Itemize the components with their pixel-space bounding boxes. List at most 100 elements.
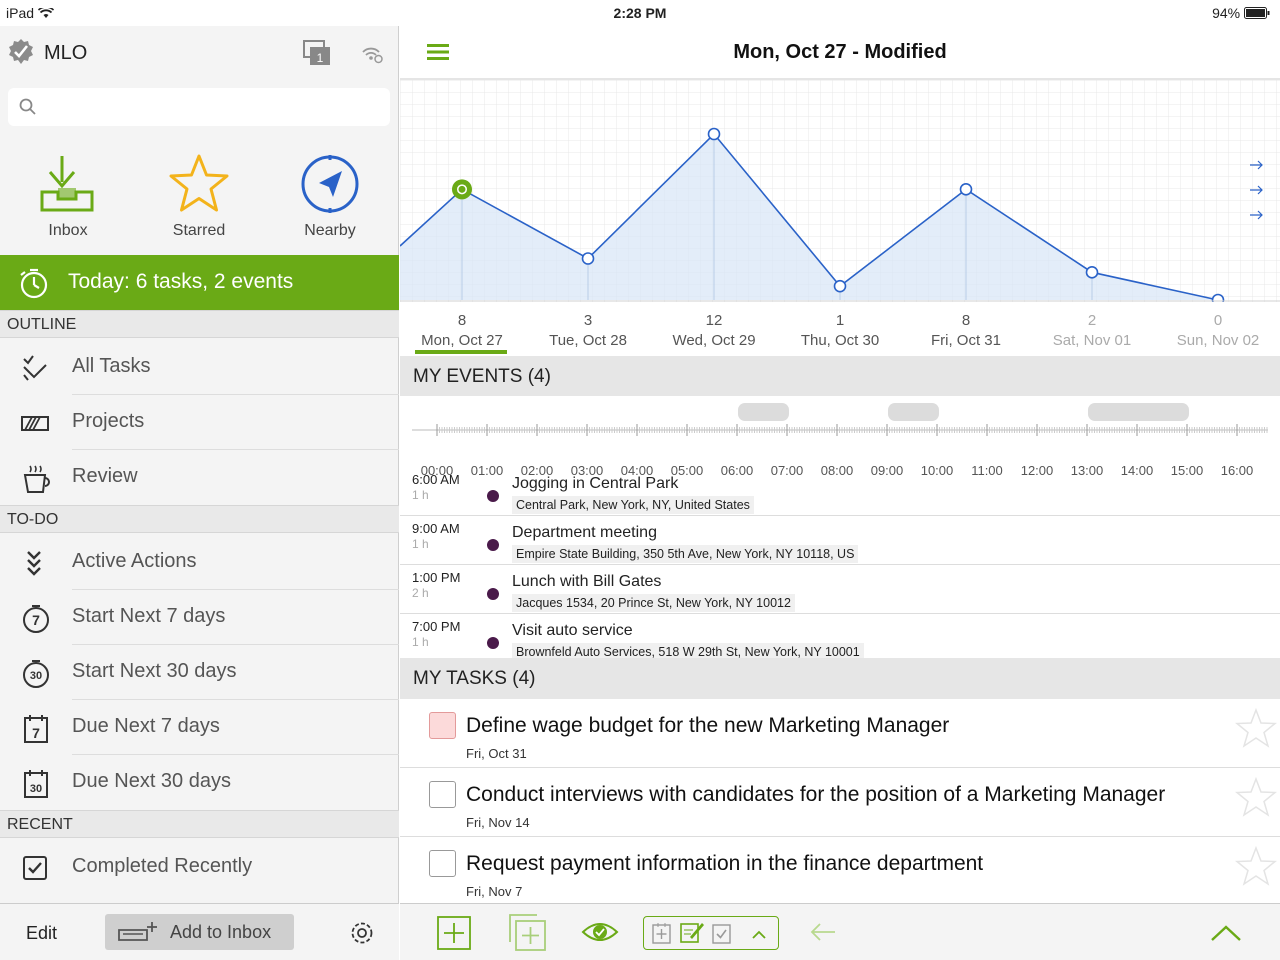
day-label[interactable]: 0 Sun, Nov 02 xyxy=(1155,312,1280,349)
tasks-header: MY TASKS (4) xyxy=(400,658,1280,699)
day-label[interactable]: 1 Thu, Oct 30 xyxy=(777,312,903,349)
day-chart[interactable] xyxy=(399,80,1280,307)
star-outline-icon[interactable] xyxy=(1234,776,1278,820)
sidebar-item-active-actions[interactable]: Active Actions xyxy=(0,535,399,590)
event-row[interactable]: 9:00 AM 1 h Department meeting Empire St… xyxy=(400,516,1280,565)
add-to-inbox-button[interactable]: Add to Inbox xyxy=(105,914,294,950)
eye-check-icon[interactable] xyxy=(581,920,619,949)
event-name: Lunch with Bill Gates xyxy=(512,573,662,590)
sidebar-item-label: Due Next 7 days xyxy=(72,715,220,737)
chevron-up-icon[interactable] xyxy=(752,927,766,945)
day-name: Tue, Oct 28 xyxy=(549,332,627,349)
day-name: Mon, Oct 27 xyxy=(421,332,503,349)
task-row[interactable]: Request payment information in the finan… xyxy=(400,837,1280,903)
add-subtask-icon[interactable] xyxy=(509,914,547,957)
chart-area xyxy=(400,134,1218,300)
complete-icon[interactable] xyxy=(712,922,732,949)
menu-icon[interactable] xyxy=(427,43,449,66)
sidebar-item-completed-recently[interactable]: Completed Recently xyxy=(0,840,399,895)
edit-note-icon[interactable] xyxy=(680,920,704,949)
chart-point[interactable] xyxy=(581,252,595,265)
search-input[interactable] xyxy=(8,88,390,126)
quick-label-nearby: Nearby xyxy=(304,222,356,239)
timeline-tick-label: 13:00 xyxy=(1070,463,1104,478)
new-item-icon[interactable] xyxy=(652,922,672,949)
quick-starred[interactable]: Starred xyxy=(139,138,259,258)
day-selected-underline xyxy=(415,350,507,354)
star-outline-icon[interactable] xyxy=(1234,707,1278,751)
task-row[interactable]: Conduct interviews with candidates for t… xyxy=(400,768,1280,837)
checkbox-checked-icon xyxy=(20,853,52,885)
stopwatch-icon xyxy=(18,267,50,305)
task-checkbox[interactable] xyxy=(429,850,456,877)
app-name: MLO xyxy=(44,42,88,64)
quick-label-starred: Starred xyxy=(172,222,226,239)
due-7-icon: 7 xyxy=(20,713,52,745)
timeline-tick-label: 16:00 xyxy=(1220,463,1254,478)
timeline-tick-label: 08:00 xyxy=(820,463,854,478)
task-actions-group[interactable] xyxy=(643,916,779,950)
chart-point[interactable] xyxy=(833,279,847,293)
event-row[interactable]: 1:00 PM 2 h Lunch with Bill Gates Jacque… xyxy=(400,565,1280,614)
quick-inbox[interactable]: Inbox xyxy=(8,138,128,258)
sidebar-item-review[interactable]: Review xyxy=(0,450,399,505)
sidebar-item-due-next-30[interactable]: 30 Due Next 30 days xyxy=(0,755,399,810)
all-tasks-icon xyxy=(20,353,52,385)
add-task-icon[interactable] xyxy=(437,916,471,955)
add-inbox-icon xyxy=(117,920,159,949)
timeline-tick-label: 01:00 xyxy=(470,463,504,478)
timeline-tick-label: 02:00 xyxy=(520,463,554,478)
svg-text:7: 7 xyxy=(32,612,40,628)
task-row[interactable]: Define wage budget for the new Marketing… xyxy=(400,699,1280,768)
event-row[interactable]: 7:00 PM 1 h Visit auto service Brownfeld… xyxy=(400,614,1280,663)
sidebar-item-start-next-30[interactable]: 30 Start Next 30 days xyxy=(0,645,399,700)
scroll-right-arrows[interactable] xyxy=(1250,160,1263,220)
quick-nearby[interactable]: Nearby xyxy=(270,138,390,258)
section-recent: RECENT xyxy=(0,810,399,838)
events-header: MY EVENTS (4) xyxy=(400,356,1280,396)
event-duration: 1 h xyxy=(412,635,429,649)
svg-text:1: 1 xyxy=(317,51,324,65)
event-name: Jogging in Central Park xyxy=(512,475,679,492)
event-location: Empire State Building, 350 5th Ave, New … xyxy=(512,545,859,563)
day-label[interactable]: 3 Tue, Oct 28 xyxy=(525,312,651,349)
sidebar-item-start-next-7[interactable]: 7 Start Next 7 days xyxy=(0,590,399,645)
event-dot xyxy=(487,490,499,502)
timeline-tick-label: 10:00 xyxy=(920,463,954,478)
chart-point[interactable] xyxy=(959,183,973,196)
sidebar-footer: Edit Add to Inbox xyxy=(0,903,399,960)
chart-point[interactable] xyxy=(1085,266,1099,279)
app-logo-icon xyxy=(7,38,35,71)
collapse-up-icon[interactable] xyxy=(1210,924,1242,947)
day-label[interactable]: 8 Mon, Oct 27 xyxy=(399,312,525,354)
svg-text:30: 30 xyxy=(30,783,42,795)
day-name: Sun, Nov 02 xyxy=(1176,332,1260,349)
chart-point[interactable] xyxy=(707,127,721,141)
day-label[interactable]: 12 Wed, Oct 29 xyxy=(651,312,777,349)
sidebar-item-all-tasks[interactable]: All Tasks xyxy=(0,340,399,395)
battery-icon xyxy=(1244,7,1270,19)
event-duration: 1 h xyxy=(412,488,429,502)
windows-icon[interactable]: 1 xyxy=(303,40,331,71)
star-outline-icon[interactable] xyxy=(1234,845,1278,889)
day-label[interactable]: 2 Sat, Nov 01 xyxy=(1029,312,1155,349)
task-checkbox[interactable] xyxy=(429,781,456,808)
day-label[interactable]: 8 Fri, Oct 31 xyxy=(903,312,1029,349)
sidebar-item-due-next-7[interactable]: 7 Due Next 7 days xyxy=(0,700,399,755)
task-checkbox[interactable] xyxy=(429,712,456,739)
today-summary[interactable]: Today: 6 tasks, 2 events xyxy=(0,255,399,310)
sync-offline-icon[interactable] xyxy=(360,44,384,69)
back-arrow-icon[interactable] xyxy=(809,922,837,947)
start-30-icon: 30 xyxy=(20,658,52,690)
sidebar-item-projects[interactable]: Projects xyxy=(0,395,399,450)
sidebar-item-label: Completed Recently xyxy=(72,855,253,877)
due-30-icon: 30 xyxy=(20,768,52,800)
event-row[interactable]: 6:00 AM 1 h Jogging in Central Park Cent… xyxy=(400,467,1280,516)
edit-button[interactable]: Edit xyxy=(26,923,58,943)
timeline-tick-label: 14:00 xyxy=(1120,463,1154,478)
gear-icon[interactable] xyxy=(349,920,375,951)
timeline-tick-label: 04:00 xyxy=(620,463,654,478)
event-name: Visit auto service xyxy=(512,622,633,639)
events-timeline[interactable]: 00:00 01:00 02:00 03:00 04:00 05:00 06:00 07:00… xyxy=(400,397,1280,478)
search-icon xyxy=(19,98,37,121)
